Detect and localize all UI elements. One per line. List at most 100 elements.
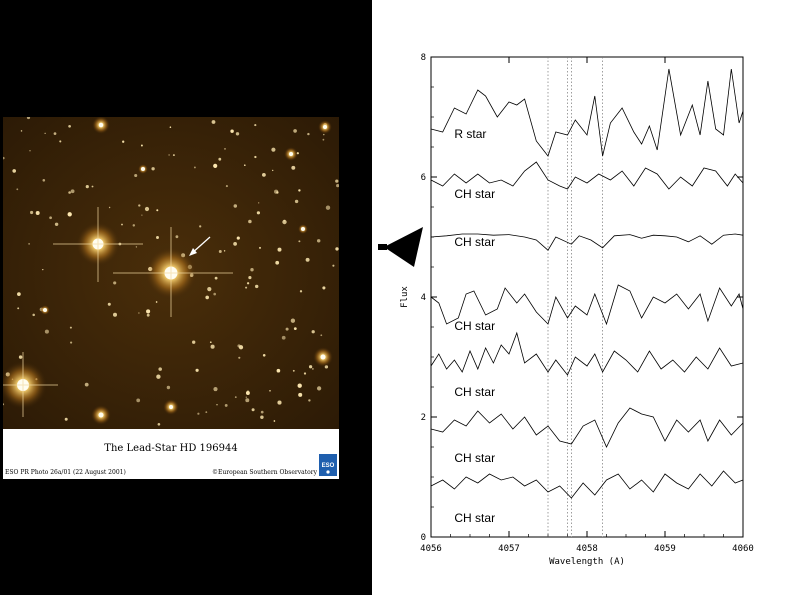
- star: [235, 132, 240, 136]
- star: [282, 219, 287, 225]
- star: [205, 295, 210, 300]
- star: [262, 354, 266, 357]
- star: [307, 132, 310, 136]
- star: [277, 400, 282, 405]
- star: [91, 185, 94, 188]
- star: [233, 242, 237, 246]
- series-label-3: CH star: [454, 235, 495, 249]
- bright-star-core: [98, 122, 104, 128]
- star-field-photo: [3, 117, 339, 429]
- star: [44, 132, 46, 134]
- star: [234, 396, 237, 398]
- star: [213, 292, 216, 296]
- star: [303, 372, 307, 375]
- star: [218, 157, 222, 161]
- star: [214, 276, 218, 280]
- spectrum-line-1: [430, 68, 744, 157]
- star: [134, 173, 138, 178]
- eso-logo: ESO: [319, 454, 337, 476]
- star: [255, 284, 259, 289]
- star: [108, 206, 111, 209]
- star: [53, 132, 57, 135]
- star: [245, 396, 247, 398]
- star: [44, 329, 49, 334]
- star: [258, 202, 260, 204]
- star: [225, 185, 228, 188]
- star: [42, 269, 44, 271]
- star: [259, 246, 261, 249]
- star: [195, 368, 199, 372]
- star: [42, 179, 46, 182]
- star: [223, 250, 226, 252]
- star: [3, 156, 5, 160]
- star: [17, 292, 21, 296]
- star: [213, 387, 218, 392]
- star: [155, 301, 158, 303]
- y-tick-label: 2: [421, 413, 426, 423]
- star: [157, 422, 161, 426]
- star: [121, 223, 123, 226]
- star: [207, 287, 212, 292]
- star: [297, 383, 302, 388]
- photo-caption: The Lead-Star HD 196944: [104, 443, 238, 454]
- series-label-6: CH star: [454, 451, 495, 465]
- spectrum-line-4: [430, 284, 744, 326]
- star: [54, 222, 59, 227]
- star: [211, 120, 216, 124]
- star: [144, 206, 150, 212]
- star: [122, 140, 125, 143]
- star: [193, 166, 196, 169]
- star: [16, 188, 19, 191]
- star: [238, 356, 241, 359]
- star: [166, 385, 171, 390]
- star: [224, 403, 228, 407]
- star: [68, 124, 71, 128]
- y-tick-label: 6: [421, 173, 426, 183]
- star: [3, 403, 5, 406]
- star: [322, 286, 326, 290]
- x-axis-label: Wavelength (A): [549, 557, 625, 567]
- star: [113, 281, 117, 285]
- spectrum-line-2: [430, 161, 744, 190]
- star: [156, 209, 159, 212]
- star: [312, 368, 314, 370]
- star: [64, 417, 68, 421]
- bright-star-core: [141, 167, 145, 171]
- star: [332, 264, 335, 267]
- star: [146, 309, 151, 314]
- star: [293, 129, 297, 133]
- star: [169, 126, 172, 128]
- star: [244, 164, 246, 166]
- star: [322, 138, 325, 141]
- star: [299, 290, 303, 293]
- star: [158, 367, 162, 371]
- star: [168, 154, 170, 156]
- star: [251, 408, 255, 412]
- star: [245, 286, 248, 289]
- star: [156, 374, 161, 379]
- y-tick-label: 8: [421, 53, 426, 63]
- star: [294, 199, 299, 204]
- copyright-notice: ©European Southern Observatory: [211, 469, 317, 476]
- star: [69, 326, 72, 329]
- y-tick-label: 4: [421, 293, 426, 303]
- star: [213, 163, 218, 168]
- star: [32, 313, 35, 317]
- x-tick-label: 4058: [576, 544, 598, 554]
- star: [281, 335, 286, 340]
- star: [35, 211, 40, 215]
- x-tick-label: 4059: [654, 544, 676, 554]
- star: [245, 391, 250, 395]
- spectrum-line-5: [430, 331, 744, 376]
- y-axis-label: Flux: [400, 286, 410, 308]
- star: [68, 191, 71, 194]
- star: [298, 189, 301, 192]
- star: [272, 169, 274, 172]
- photo-panel: The Lead-Star HD 196944 ESO PR Photo 26a…: [3, 117, 339, 479]
- star: [30, 210, 34, 215]
- star: [260, 410, 264, 414]
- series-label-1: R star: [454, 127, 486, 141]
- svg-text:ESO: ESO: [322, 463, 335, 469]
- star: [311, 330, 315, 334]
- star: [85, 185, 89, 189]
